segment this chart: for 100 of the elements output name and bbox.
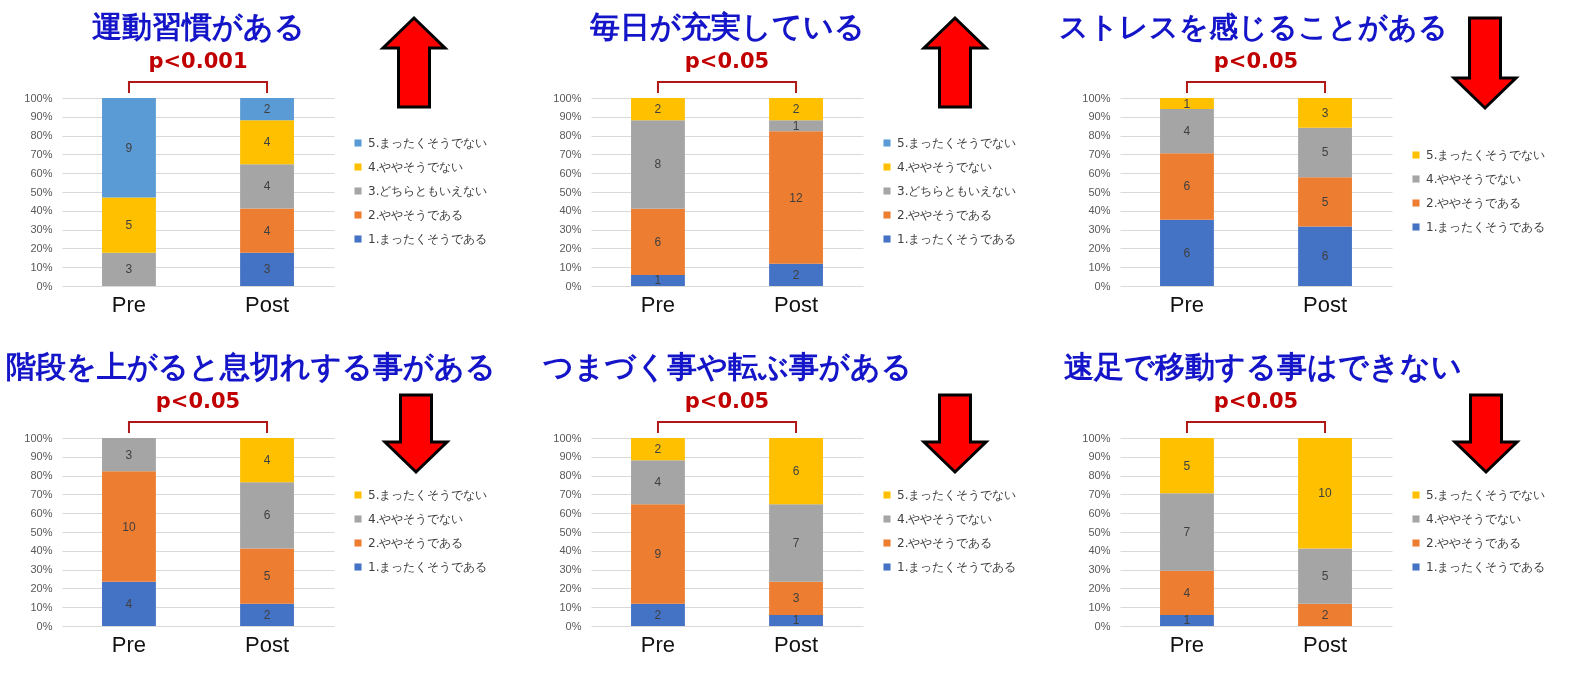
annotation: 5 — [125, 218, 133, 233]
y-tick-label: 90% — [30, 450, 53, 463]
bar — [1160, 614, 1214, 626]
annotation: 4 — [263, 453, 271, 468]
y-tick-label: 10% — [30, 600, 53, 613]
legend-label: 2.ややそうである — [1426, 196, 1522, 210]
legend-label: 2.ややそうである — [897, 208, 993, 222]
y-tick-label: 50% — [1088, 525, 1111, 538]
legend-label: 1.まったくそうである — [368, 560, 488, 574]
y-tick-label: 20% — [559, 241, 582, 254]
legend-label: 3.どちらともいえない — [897, 184, 1017, 198]
y-tick-label: 100% — [24, 431, 53, 444]
legend-label: 4.ややそうでない — [897, 160, 993, 174]
bar — [1298, 226, 1352, 286]
annotation: 3 — [125, 262, 133, 277]
y-tick-label: 40% — [30, 204, 53, 217]
bar — [769, 504, 823, 582]
annotation: 5 — [263, 569, 271, 584]
legend-label: 5.まったくそうでない — [1426, 148, 1546, 162]
annotation: 2 — [792, 102, 800, 117]
bar — [1298, 438, 1352, 549]
bar — [1160, 438, 1214, 494]
y-tick-label: 10% — [559, 260, 582, 273]
annotation: 4 — [125, 596, 133, 611]
legend-label: 5.まったくそうでない — [1426, 488, 1546, 502]
y-tick-label: 90% — [559, 110, 582, 123]
annotation: 4 — [263, 179, 271, 194]
annotation: 9 — [654, 547, 662, 562]
annotation: 1 — [792, 613, 800, 628]
x-tick-label: Pre — [640, 291, 676, 317]
y-tick-label: 20% — [1088, 241, 1111, 254]
annotation: 8 — [654, 157, 662, 172]
annotation: 4 — [1183, 124, 1191, 139]
x-tick-label: Pre — [640, 631, 676, 657]
bar — [1298, 177, 1352, 227]
y-tick-label: 50% — [30, 525, 53, 538]
bar — [631, 120, 685, 209]
y-tick-label: 90% — [1088, 110, 1111, 123]
y-tick-label: 0% — [1094, 619, 1111, 632]
y-tick-label: 80% — [1088, 469, 1111, 482]
y-tick-label: 40% — [559, 204, 582, 217]
x-tick-label: Pre — [111, 291, 147, 317]
annotation: 7 — [1183, 525, 1191, 539]
bar — [769, 438, 823, 505]
legend-label: 2.ややそうである — [368, 536, 464, 550]
y-tick-label: 70% — [30, 487, 53, 500]
annotation: 6 — [654, 234, 662, 249]
y-tick-label: 50% — [1088, 185, 1111, 198]
legend-label: 5.まったくそうでない — [897, 488, 1017, 502]
annotation: 3 — [792, 591, 800, 606]
bar — [102, 98, 156, 198]
bar — [102, 581, 156, 626]
chart-title: 毎日が充実している — [588, 9, 865, 44]
y-tick-label: 0% — [565, 279, 582, 292]
annotation: 5 — [1321, 145, 1329, 160]
bar — [769, 263, 823, 286]
y-tick-label: 80% — [30, 129, 53, 142]
annotation: 6 — [1321, 249, 1329, 264]
y-tick-label: 30% — [1088, 223, 1111, 236]
annotation: 12 — [789, 190, 804, 205]
y-tick-label: 70% — [1088, 147, 1111, 160]
chart-title: ストレスを感じることがある — [1059, 10, 1448, 45]
bar — [1160, 219, 1214, 286]
bar — [1160, 109, 1214, 154]
y-tick-label: 80% — [559, 129, 582, 142]
legend-label: 1.まったくそうである — [1426, 560, 1546, 574]
bar — [1160, 493, 1214, 571]
annotation: 2 — [263, 102, 271, 117]
y-tick-label: 30% — [1088, 563, 1111, 576]
x-tick-label: Post — [245, 291, 290, 317]
annotation: 4 — [654, 475, 662, 490]
y-tick-label: 70% — [1088, 487, 1111, 500]
x-tick-label: Post — [774, 291, 819, 317]
y-tick-label: 0% — [36, 619, 53, 632]
bar — [769, 581, 823, 615]
bar — [769, 98, 823, 121]
annotation: 4 — [263, 223, 271, 238]
annotation: 2 — [654, 607, 662, 622]
x-tick-label: Pre — [1169, 631, 1205, 657]
bar — [631, 603, 685, 626]
legend-label: 4.ややそうでない — [368, 512, 464, 526]
legend-label: 2.ややそうである — [1426, 536, 1522, 550]
y-tick-label: 70% — [30, 147, 53, 160]
x-tick-label: Pre — [111, 631, 147, 657]
y-tick-label: 80% — [30, 469, 53, 482]
y-tick-label: 60% — [1088, 506, 1111, 519]
y-tick-label: 80% — [559, 469, 582, 482]
bar — [102, 438, 156, 472]
x-tick-label: Post — [245, 631, 290, 657]
annotation: 2 — [792, 267, 800, 282]
annotation: 3 — [1321, 105, 1329, 120]
bar — [102, 252, 156, 286]
y-tick-label: 0% — [565, 619, 582, 632]
x-tick-label: Pre — [1169, 291, 1205, 317]
bar — [240, 98, 294, 121]
y-tick-label: 70% — [559, 487, 582, 500]
bar — [102, 197, 156, 253]
y-tick-label: 60% — [1088, 166, 1111, 179]
legend-label: 1.まったくそうである — [1426, 220, 1546, 234]
bar — [1298, 603, 1352, 626]
